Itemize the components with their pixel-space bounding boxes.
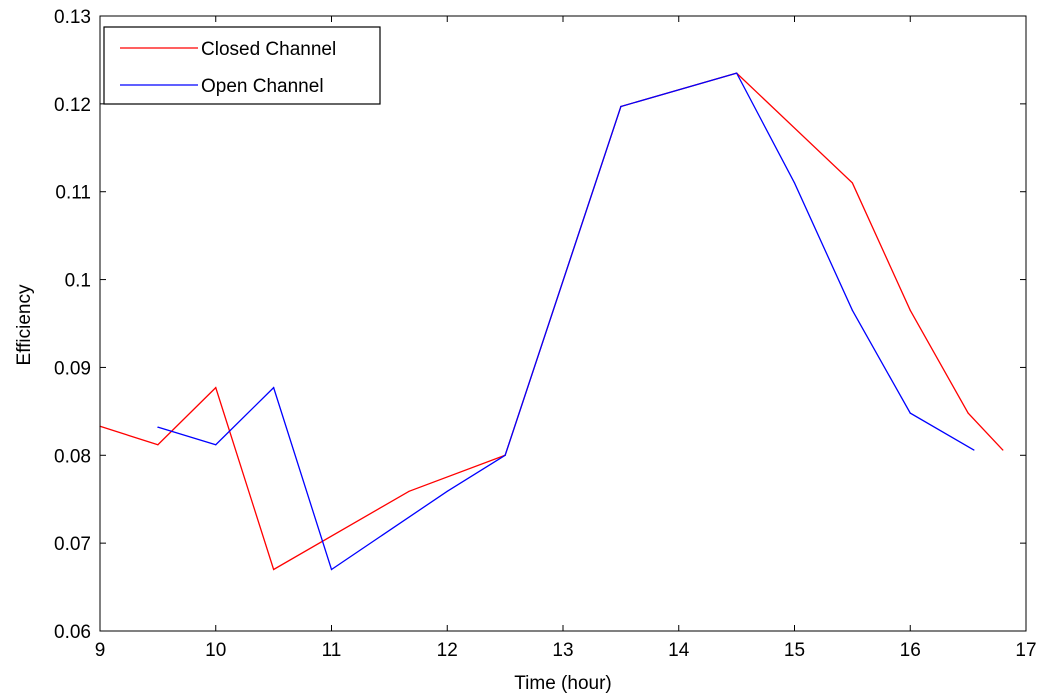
data-point-open-channel	[909, 412, 911, 414]
x-tick-label: 13	[552, 640, 573, 661]
data-point-open-channel	[157, 426, 159, 428]
series-line-open-channel	[157, 72, 975, 571]
x-tick-label: 16	[900, 640, 921, 661]
data-point-closed-channel	[273, 568, 275, 571]
data-point-closed-channel	[909, 309, 911, 311]
data-point-closed-channel	[408, 490, 410, 492]
data-point-open-channel	[330, 568, 333, 571]
y-tick-label: 0.08	[54, 446, 91, 467]
data-point-closed-channel	[851, 182, 853, 184]
data-point-closed-channel	[215, 387, 217, 389]
x-tick-label: 11	[322, 640, 342, 661]
data-point-open-channel	[793, 182, 796, 184]
y-tick-label: 0.13	[54, 7, 91, 28]
data-point-closed-channel	[967, 412, 969, 414]
legend-label-closed-channel: Closed Channel	[201, 39, 336, 60]
data-point-open-channel	[973, 449, 975, 451]
x-tick-label: 15	[784, 640, 805, 661]
y-tick-label: 0.11	[55, 183, 91, 204]
data-point-open-channel	[620, 105, 622, 108]
x-tick-label: 12	[437, 640, 458, 661]
data-point-open-channel	[446, 490, 448, 492]
data-point-closed-channel	[157, 444, 159, 446]
legend-label-open-channel: Open Channel	[201, 76, 324, 97]
data-point-closed-channel	[1002, 449, 1004, 451]
legend-box	[103, 26, 381, 105]
data-point-open-channel	[273, 387, 275, 389]
y-tick-label: 0.12	[54, 95, 91, 116]
data-point-open-channel	[215, 444, 217, 446]
x-tick-label: 17	[1015, 640, 1036, 661]
y-tick-label: 0.06	[54, 622, 91, 643]
plot-area	[100, 16, 1026, 631]
y-tick-label: 0.1	[65, 271, 91, 292]
x-tick-label: 9	[95, 640, 106, 661]
data-point-open-channel	[851, 309, 853, 311]
y-tick-label: 0.07	[54, 534, 91, 555]
legend: Closed Channel Open Channel	[103, 26, 381, 105]
x-tick-label: 14	[668, 640, 690, 661]
y-tick-label: 0.09	[54, 358, 91, 379]
y-axis-title: Efficiency	[14, 284, 35, 365]
x-axis-title: Time (hour)	[514, 673, 611, 694]
data-point-open-channel	[504, 454, 506, 456]
data-point-open-channel	[736, 72, 738, 74]
x-tick-label: 10	[205, 640, 226, 661]
